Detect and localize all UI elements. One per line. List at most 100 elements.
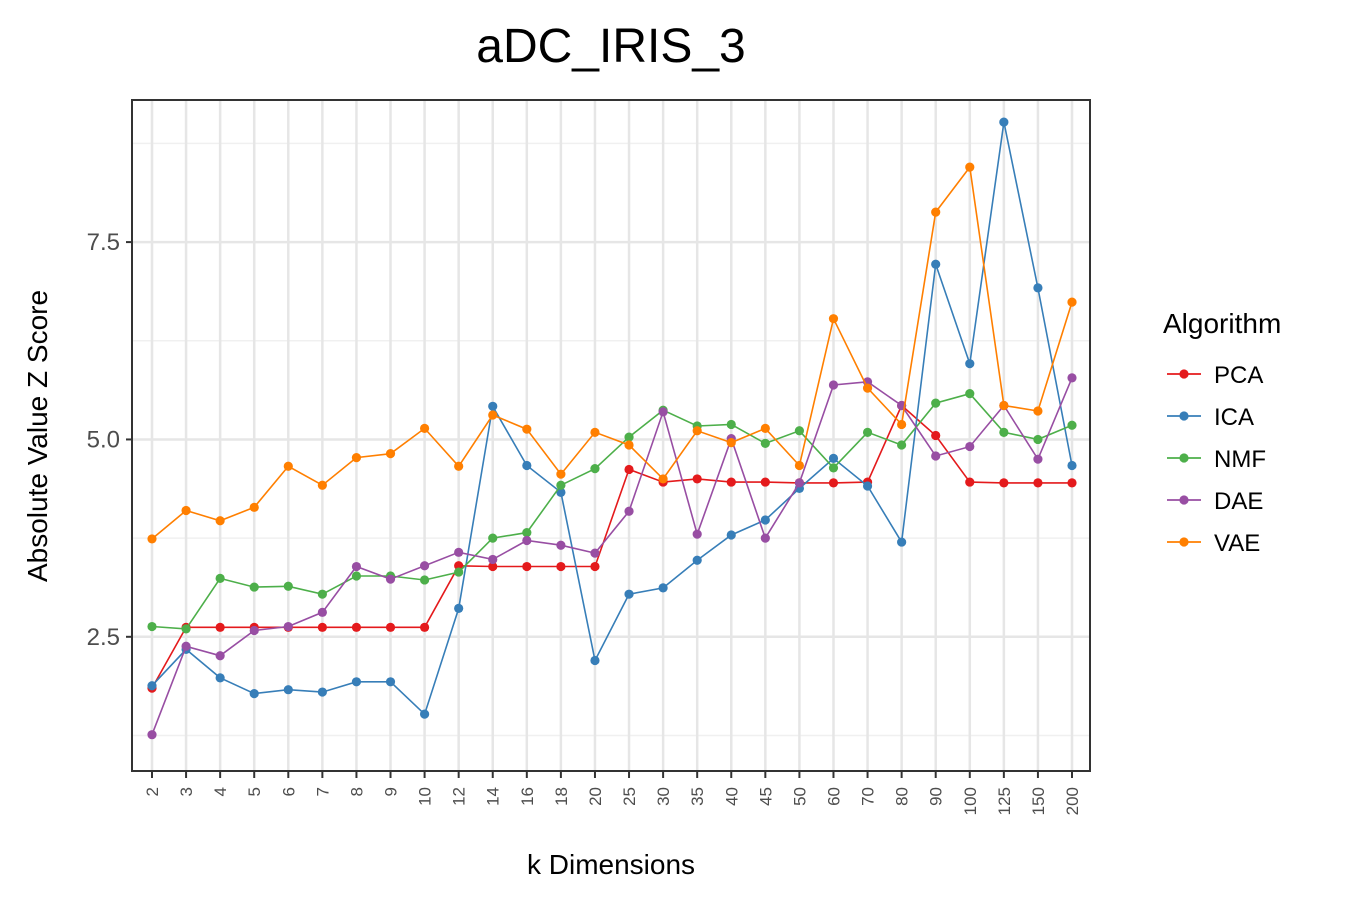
data-point-nmf [965, 389, 975, 399]
data-point-vae [828, 314, 839, 324]
data-point-dae [351, 561, 362, 572]
data-point-dae [522, 535, 532, 546]
series-line-dae [151, 377, 1073, 735]
data-point-pca [760, 477, 770, 487]
series-line-nmf [151, 392, 1073, 630]
data-point-nmf [760, 438, 770, 448]
data-point-dae [385, 574, 396, 584]
data-point-ica [147, 681, 157, 691]
x-tick-label: 45 [756, 787, 775, 806]
data-point-dae [828, 380, 839, 390]
data-point-dae [760, 533, 770, 543]
x-tick-label: 8 [347, 787, 366, 796]
data-point-vae [215, 516, 225, 526]
data-point-nmf [488, 533, 498, 543]
x-tick-label: 18 [552, 787, 571, 806]
data-point-dae [283, 621, 293, 632]
legend-label-nmf: NMF [1214, 446, 1266, 473]
data-point-vae [181, 505, 191, 516]
data-point-vae [283, 461, 293, 471]
data-point-pca [556, 561, 566, 572]
data-point-vae [862, 383, 873, 393]
series-line-ica [151, 121, 1073, 716]
data-point-ica [965, 359, 975, 369]
legend-label-pca: PCA [1214, 362, 1263, 389]
data-point-dae [147, 730, 157, 740]
data-point-vae [385, 449, 396, 459]
data-point-pca [965, 477, 975, 487]
series-nmf [147, 389, 1077, 634]
x-tick-label: 14 [484, 787, 503, 806]
data-point-dae [454, 547, 464, 557]
data-point-dae [215, 651, 225, 661]
data-point-pca [385, 622, 396, 632]
x-tick-label: 6 [279, 787, 298, 796]
data-point-dae [181, 641, 191, 651]
data-point-ica [317, 687, 327, 697]
data-point-dae [692, 529, 702, 539]
legend-label-ica: ICA [1214, 404, 1254, 431]
legend-title: Algorithm [1163, 308, 1281, 339]
data-point-vae [965, 162, 975, 172]
data-point-pca [726, 477, 736, 487]
data-point-pca [317, 622, 327, 632]
data-point-pca [522, 561, 532, 572]
data-point-dae [624, 506, 634, 516]
data-point-nmf [897, 440, 907, 450]
x-tick-label: 4 [211, 787, 230, 796]
y-tick-label: 2.5 [87, 624, 120, 651]
data-point-ica [1033, 283, 1043, 293]
data-point-nmf [794, 426, 805, 436]
series-vae [147, 162, 1077, 544]
data-point-ica [828, 453, 839, 463]
data-point-ica [556, 487, 566, 497]
data-point-vae [147, 534, 157, 544]
data-point-ica [590, 655, 600, 666]
legend-key-point [1179, 411, 1189, 421]
plot-panel-border [131, 99, 1091, 772]
data-point-vae [590, 427, 600, 437]
x-axis: 2 3 4 5 6 7 8 9 10 12 14 16 18 20 25 30 35 40 45 50 60 70 80 90… [143, 771, 1082, 815]
data-point-nmf [181, 624, 191, 634]
data-point-ica [624, 589, 634, 599]
data-point-vae [556, 469, 566, 479]
data-point-vae [522, 424, 532, 434]
data-point-ica [215, 673, 225, 683]
data-point-vae [351, 453, 362, 463]
data-point-pca [692, 474, 702, 484]
data-point-vae [897, 419, 907, 430]
x-tick-label: 80 [893, 787, 912, 806]
data-point-dae [965, 441, 975, 452]
plot-grid [132, 100, 1090, 771]
data-point-vae [794, 460, 805, 471]
data-point-nmf [147, 621, 157, 632]
y-tick-label: 7.5 [87, 229, 120, 256]
data-point-dae [419, 561, 430, 571]
data-point-ica [385, 677, 396, 687]
data-point-pca [931, 430, 941, 441]
x-tick-label: 7 [313, 787, 332, 796]
data-point-vae [488, 410, 498, 420]
data-point-nmf [1033, 434, 1043, 445]
x-tick-label: 200 [1063, 787, 1082, 815]
legend-key-point [1179, 453, 1189, 463]
data-point-nmf [828, 463, 839, 473]
data-point-vae [419, 423, 430, 433]
data-point-nmf [249, 582, 259, 592]
series-line-pca [151, 404, 1072, 689]
legend-key-point [1179, 369, 1189, 379]
data-point-ica [351, 677, 362, 687]
x-tick-label: 90 [927, 787, 946, 806]
x-tick-label: 5 [245, 787, 264, 796]
data-point-nmf [215, 573, 225, 583]
data-point-vae [999, 400, 1009, 411]
x-tick-label: 2 [143, 787, 162, 796]
x-tick-label: 10 [416, 787, 435, 806]
x-tick-label: 70 [859, 787, 878, 806]
data-point-vae [931, 207, 941, 217]
data-point-dae [317, 607, 327, 617]
data-point-pca [488, 561, 498, 572]
data-point-nmf [454, 567, 464, 577]
data-point-pca [351, 622, 362, 632]
data-point-vae [1033, 406, 1043, 416]
